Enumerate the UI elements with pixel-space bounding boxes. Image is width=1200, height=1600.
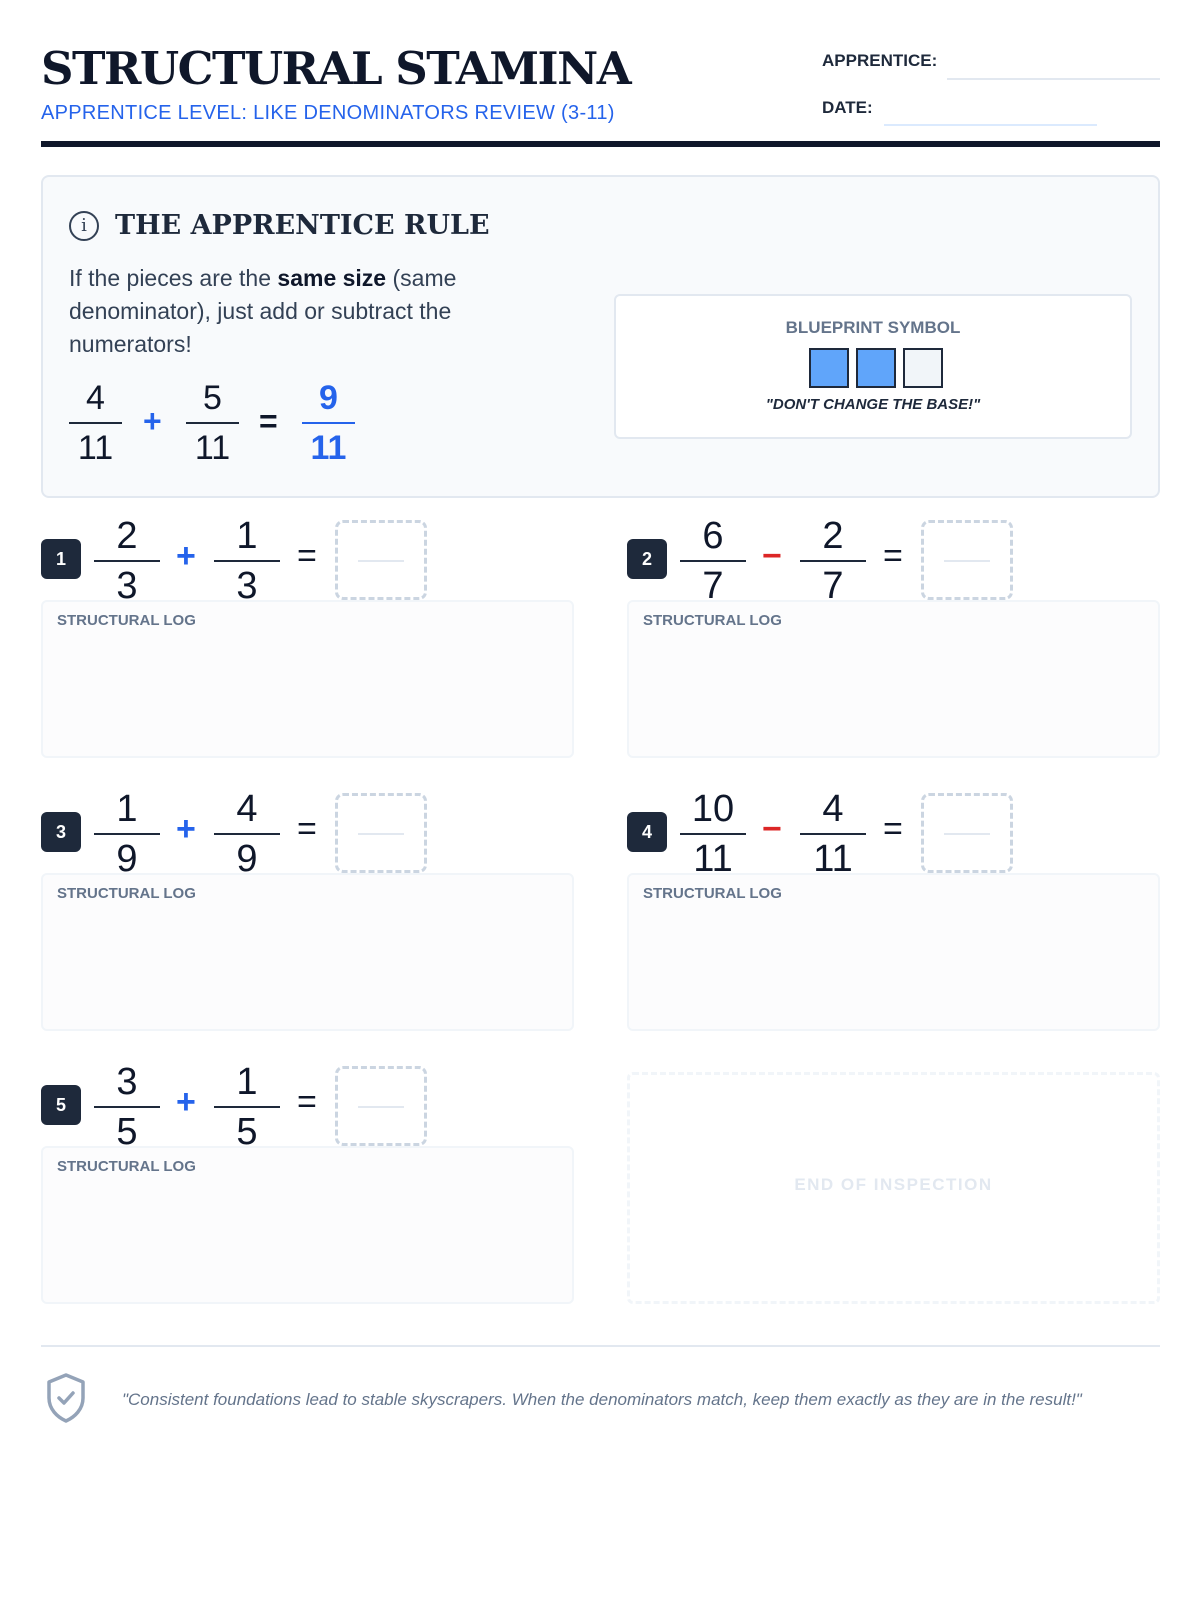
equals-sign: = [297, 537, 317, 575]
structural-log-label: STRUCTURAL LOG [643, 612, 782, 629]
date-field[interactable] [884, 124, 1097, 126]
structural-log-label: STRUCTURAL LOG [57, 1158, 196, 1175]
answer-box[interactable] [335, 793, 427, 873]
plus-sign: + [143, 403, 162, 439]
structural-log-area[interactable]: STRUCTURAL LOG [41, 1146, 574, 1304]
apprentice-field[interactable] [947, 78, 1160, 80]
answer-box[interactable] [921, 793, 1013, 873]
date-label: DATE: [822, 98, 873, 117]
info-icon: i [69, 211, 99, 241]
operator-sign: + [176, 810, 196, 848]
end-label: END OF INSPECTION [794, 1175, 993, 1194]
fraction-b: 4 11 [800, 789, 866, 879]
apprentice-label: APPRENTICE: [822, 51, 938, 70]
rule-title: THE APPRENTICE RULE [115, 210, 490, 241]
blueprint-filled-square [809, 348, 849, 388]
problem-number-badge: 2 [627, 539, 667, 579]
page-title: STRUCTURAL STAMINA [41, 42, 632, 95]
operator-sign: − [762, 810, 782, 848]
equals-sign: = [883, 537, 903, 575]
problem-number-badge: 3 [41, 812, 81, 852]
blueprint-filled-square [856, 348, 896, 388]
example-fraction-b: 5 11 [186, 378, 239, 468]
footer-quote: "Consistent foundations lead to stable s… [122, 1390, 1082, 1409]
equals-sign: = [883, 810, 903, 848]
structural-log-area[interactable]: STRUCTURAL LOG [627, 873, 1160, 1031]
answer-box[interactable] [335, 1066, 427, 1146]
example-fraction-a: 4 11 [69, 378, 122, 468]
fraction-a: 10 11 [680, 789, 746, 879]
page-subtitle: APPRENTICE LEVEL: LIKE DENOMINATORS REVI… [41, 102, 615, 124]
footer-divider [41, 1345, 1160, 1347]
structural-log-area[interactable]: STRUCTURAL LOG [41, 600, 574, 758]
equals-sign: = [259, 403, 278, 439]
problem-number-badge: 5 [41, 1085, 81, 1125]
answer-box[interactable] [335, 520, 427, 600]
end-of-inspection-panel: END OF INSPECTION [627, 1072, 1160, 1304]
operator-sign: + [176, 1083, 196, 1121]
blueprint-title: BLUEPRINT SYMBOL [785, 318, 961, 337]
equals-sign: = [297, 810, 317, 848]
structural-log-area[interactable]: STRUCTURAL LOG [41, 873, 574, 1031]
operator-sign: + [176, 537, 196, 575]
structural-log-area[interactable]: STRUCTURAL LOG [627, 600, 1160, 758]
structural-log-label: STRUCTURAL LOG [57, 885, 196, 902]
header-divider [41, 141, 1160, 147]
structural-log-label: STRUCTURAL LOG [57, 612, 196, 629]
blueprint-empty-square [903, 348, 943, 388]
structural-log-label: STRUCTURAL LOG [643, 885, 782, 902]
example-result: 9 11 [302, 378, 355, 468]
shield-check-icon [47, 1373, 85, 1423]
rule-text: If the pieces are the same size (same de… [69, 265, 457, 357]
answer-box[interactable] [921, 520, 1013, 600]
problem-number-badge: 1 [41, 539, 81, 579]
problem-number-badge: 4 [627, 812, 667, 852]
blueprint-quote: "DON'T CHANGE THE BASE!" [765, 396, 981, 413]
blueprint-symbol-card: BLUEPRINT SYMBOL "DON'T CHANGE THE BASE!… [614, 294, 1132, 439]
operator-sign: − [762, 537, 782, 575]
equals-sign: = [297, 1083, 317, 1121]
